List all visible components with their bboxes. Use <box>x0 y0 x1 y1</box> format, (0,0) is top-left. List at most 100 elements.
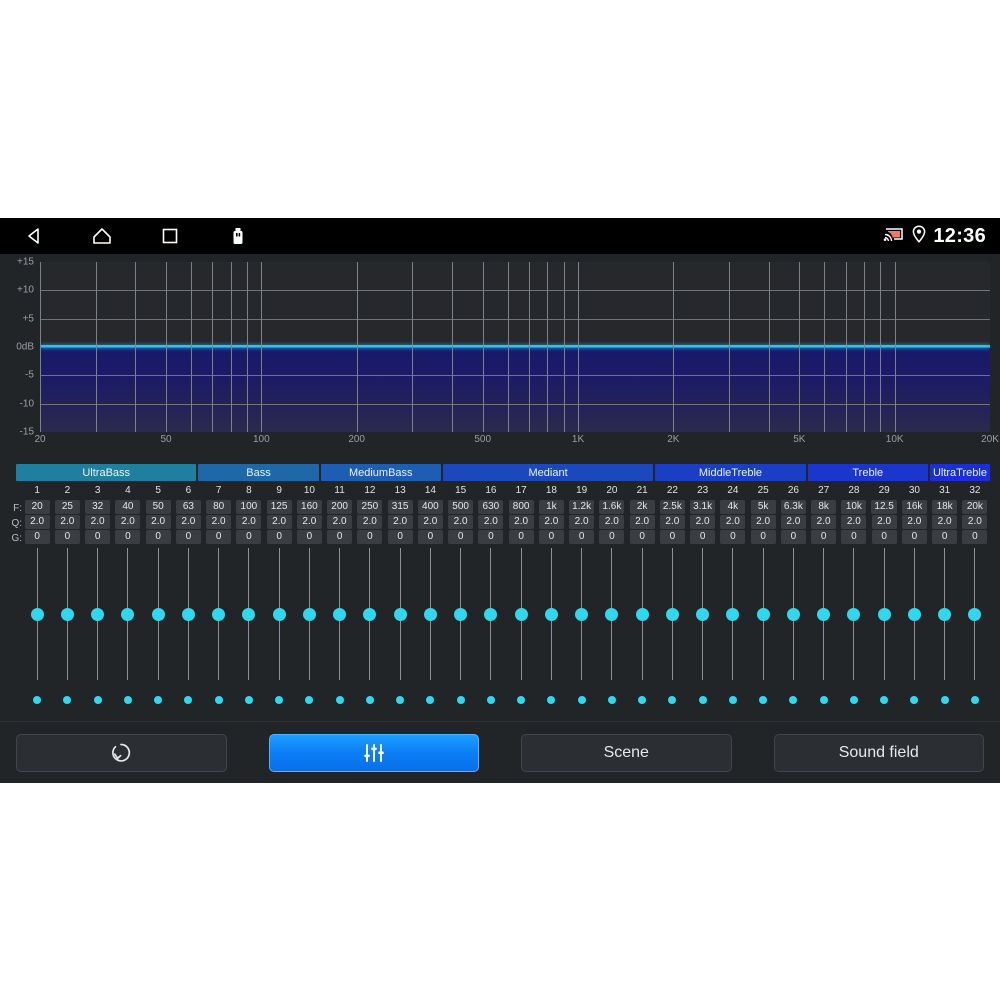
eq-slider[interactable] <box>264 548 294 708</box>
table-cell[interactable]: 2.0 <box>839 515 869 529</box>
eq-slider-indicator-dot[interactable] <box>940 696 949 704</box>
eq-slider-indicator-dot[interactable] <box>607 696 616 704</box>
table-cell[interactable]: 2.5k <box>657 500 687 514</box>
table-cell[interactable]: 100 <box>234 500 264 514</box>
table-cell[interactable]: 0 <box>83 530 113 544</box>
table-cell[interactable]: 2.0 <box>657 515 687 529</box>
eq-slider-indicator-dot[interactable] <box>33 696 42 704</box>
eq-slider[interactable] <box>748 548 778 708</box>
table-cell[interactable]: 8k <box>809 500 839 514</box>
table-cell[interactable]: 80 <box>204 500 234 514</box>
eq-slider[interactable] <box>930 548 960 708</box>
eq-slider[interactable] <box>476 548 506 708</box>
table-cell[interactable]: 2.0 <box>597 515 627 529</box>
table-cell[interactable]: 0 <box>718 530 748 544</box>
table-cell[interactable]: 0 <box>506 530 536 544</box>
back-icon[interactable] <box>0 218 68 254</box>
table-cell[interactable]: 1.2k <box>567 500 597 514</box>
eq-slider-indicator-dot[interactable] <box>517 696 526 704</box>
eq-slider[interactable] <box>52 548 82 708</box>
table-cell[interactable]: 0 <box>415 530 445 544</box>
eq-slider[interactable] <box>718 548 748 708</box>
table-cell[interactable]: 160 <box>294 500 324 514</box>
eq-slider-thumb[interactable] <box>30 607 44 621</box>
table-cell[interactable]: 2.0 <box>899 515 929 529</box>
eq-slider[interactable] <box>143 548 173 708</box>
eq-slider-indicator-dot[interactable] <box>426 696 435 704</box>
sound-field-button[interactable]: Sound field <box>773 733 984 772</box>
table-cell[interactable]: 16k <box>899 500 929 514</box>
table-cell[interactable]: 2.0 <box>204 515 234 529</box>
table-cell[interactable]: 2.0 <box>83 515 113 529</box>
table-cell[interactable]: 32 <box>83 500 113 514</box>
table-cell[interactable]: 630 <box>476 500 506 514</box>
table-cell[interactable]: 0 <box>869 530 899 544</box>
eq-slider-indicator-dot[interactable] <box>577 696 586 704</box>
eq-slider-thumb[interactable] <box>907 607 921 621</box>
table-cell[interactable]: 6.3k <box>778 500 808 514</box>
eq-slider-indicator-dot[interactable] <box>123 696 132 704</box>
table-cell[interactable]: 0 <box>385 530 415 544</box>
table-cell[interactable]: 2.0 <box>385 515 415 529</box>
table-cell[interactable]: 2.0 <box>113 515 143 529</box>
eq-slider-indicator-dot[interactable] <box>365 696 374 704</box>
table-cell[interactable]: 0 <box>264 530 294 544</box>
eq-slider-thumb[interactable] <box>91 607 105 621</box>
eq-slider-thumb[interactable] <box>363 607 377 621</box>
eq-slider-thumb[interactable] <box>696 607 710 621</box>
table-cell[interactable]: 500 <box>446 500 476 514</box>
band-tab-ultratreble[interactable]: UltraTreble <box>929 464 990 481</box>
band-tab-middletreble[interactable]: MiddleTreble <box>655 464 806 481</box>
table-cell[interactable]: 0 <box>52 530 82 544</box>
eq-slider-indicator-dot[interactable] <box>154 696 163 704</box>
eq-slider[interactable] <box>234 548 264 708</box>
band-frequency-row[interactable]: 20 25 32 40 50 63 80 100 125 160 200 250 315 400 500 63… <box>22 500 990 514</box>
table-cell[interactable]: 0 <box>446 530 476 544</box>
table-cell[interactable]: 2.0 <box>234 515 264 529</box>
table-cell[interactable]: 0 <box>960 530 990 544</box>
table-cell[interactable]: 20k <box>960 500 990 514</box>
eq-slider[interactable] <box>869 548 899 708</box>
table-cell[interactable]: 0 <box>355 530 385 544</box>
eq-slider-indicator-dot[interactable] <box>184 696 193 704</box>
eq-slider-thumb[interactable] <box>847 607 861 621</box>
eq-slider[interactable] <box>839 548 869 708</box>
eq-slider-indicator-dot[interactable] <box>396 696 405 704</box>
table-cell[interactable]: 400 <box>415 500 445 514</box>
eq-slider[interactable] <box>204 548 234 708</box>
eq-slider-indicator-dot[interactable] <box>63 696 72 704</box>
eq-slider[interactable] <box>294 548 324 708</box>
table-cell[interactable]: 2.0 <box>506 515 536 529</box>
eq-slider-thumb[interactable] <box>242 607 256 621</box>
eq-slider-thumb[interactable] <box>756 607 770 621</box>
eq-slider[interactable] <box>778 548 808 708</box>
eq-slider-indicator-dot[interactable] <box>93 696 102 704</box>
table-cell[interactable]: 0 <box>113 530 143 544</box>
eq-slider[interactable] <box>385 548 415 708</box>
eq-slider-indicator-dot[interactable] <box>728 696 737 704</box>
band-q-row[interactable]: 2.0 2.0 2.0 2.0 2.0 2.0 2.0 2.0 2.0 2.0 2.0 2.0 2.0 2… <box>22 515 990 529</box>
table-cell[interactable]: 2.0 <box>718 515 748 529</box>
eq-slider-indicator-dot[interactable] <box>668 696 677 704</box>
eq-slider[interactable] <box>597 548 627 708</box>
eq-slider-thumb[interactable] <box>786 607 800 621</box>
eq-slider-thumb[interactable] <box>212 607 226 621</box>
table-cell[interactable]: 2.0 <box>567 515 597 529</box>
eq-slider-thumb[interactable] <box>333 607 347 621</box>
eq-slider-thumb[interactable] <box>877 607 891 621</box>
eq-slider-thumb[interactable] <box>938 607 952 621</box>
table-cell[interactable]: 0 <box>325 530 355 544</box>
table-cell[interactable]: 2.0 <box>143 515 173 529</box>
eq-slider-indicator-dot[interactable] <box>910 696 919 704</box>
table-cell[interactable]: 12.5 <box>869 500 899 514</box>
table-cell[interactable]: 2.0 <box>627 515 657 529</box>
eq-slider-indicator-dot[interactable] <box>547 696 556 704</box>
table-cell[interactable]: 200 <box>325 500 355 514</box>
eq-slider[interactable] <box>960 548 990 708</box>
table-cell[interactable]: 2k <box>627 500 657 514</box>
table-cell[interactable]: 2.0 <box>960 515 990 529</box>
band-tab-bass[interactable]: Bass <box>198 464 319 481</box>
eq-slider-indicator-dot[interactable] <box>456 696 465 704</box>
table-cell[interactable]: 2.0 <box>809 515 839 529</box>
eq-slider-thumb[interactable] <box>272 607 286 621</box>
